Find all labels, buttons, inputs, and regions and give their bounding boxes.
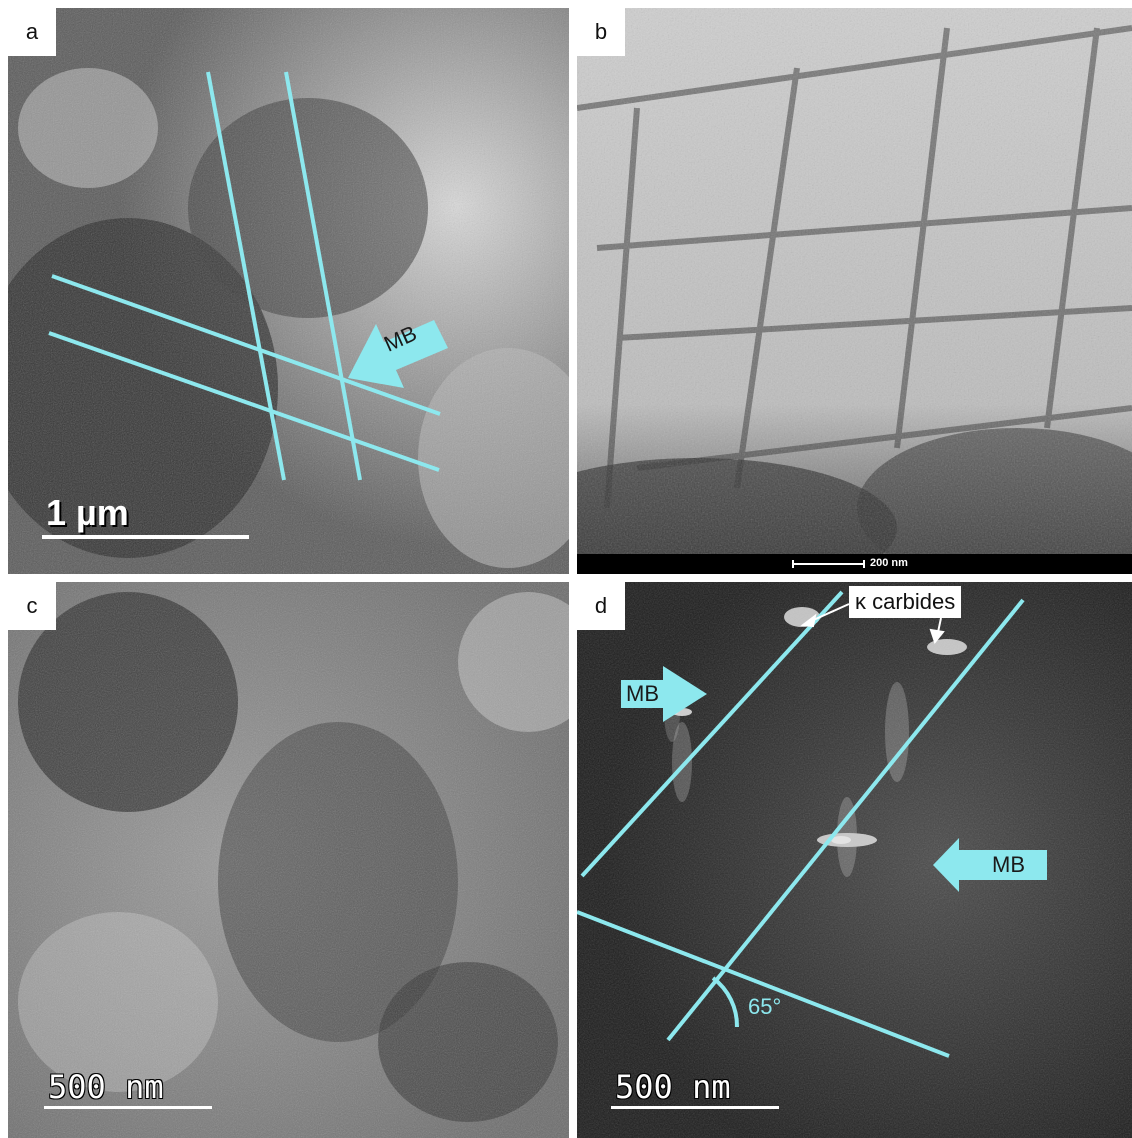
micrograph-b: [577, 8, 1132, 574]
micrograph-a: [8, 8, 569, 574]
scale-bar-label-c: 500 nm: [48, 1068, 164, 1106]
panel-d: d κ carbides 65° MB MB 500 nm: [577, 582, 1132, 1138]
mb-arrow-label-d-lower: MB: [992, 852, 1025, 877]
panel-label-d: d: [577, 582, 625, 630]
panel-a: MB a 1 µm: [8, 8, 569, 574]
mb-arrow-label-d-upper: MB: [626, 681, 659, 706]
panel-label-c: c: [8, 582, 56, 630]
panel-c: c 500 nm: [8, 582, 569, 1138]
scale-bar-d: [611, 1106, 779, 1109]
mb-arrow-d-upper: [621, 666, 707, 722]
kappa-carbides-label: κ carbides: [849, 586, 962, 618]
scale-bar-label-d: 500 nm: [615, 1068, 731, 1106]
scale-bar-label-a: 1 µm: [46, 492, 129, 533]
mb-arrow-a: [348, 320, 448, 388]
scale-bar-label-b: 200 nm: [870, 557, 908, 569]
panel-label-b: b: [577, 8, 625, 56]
panel-b: b 200 nm: [577, 8, 1132, 574]
panel-label-a: a: [8, 8, 56, 56]
micrograph-d: [577, 582, 1132, 1138]
scale-bar-c: [44, 1106, 212, 1109]
micrograph-c: [8, 582, 569, 1138]
angle-label: 65°: [748, 994, 782, 1019]
mb-lines-d: [577, 590, 1025, 1058]
mb-arrow-d-lower: [933, 838, 1047, 892]
carbide-pointers: [800, 603, 945, 645]
scale-bar-a: [42, 535, 249, 539]
mb-lines-a: [48, 71, 441, 481]
